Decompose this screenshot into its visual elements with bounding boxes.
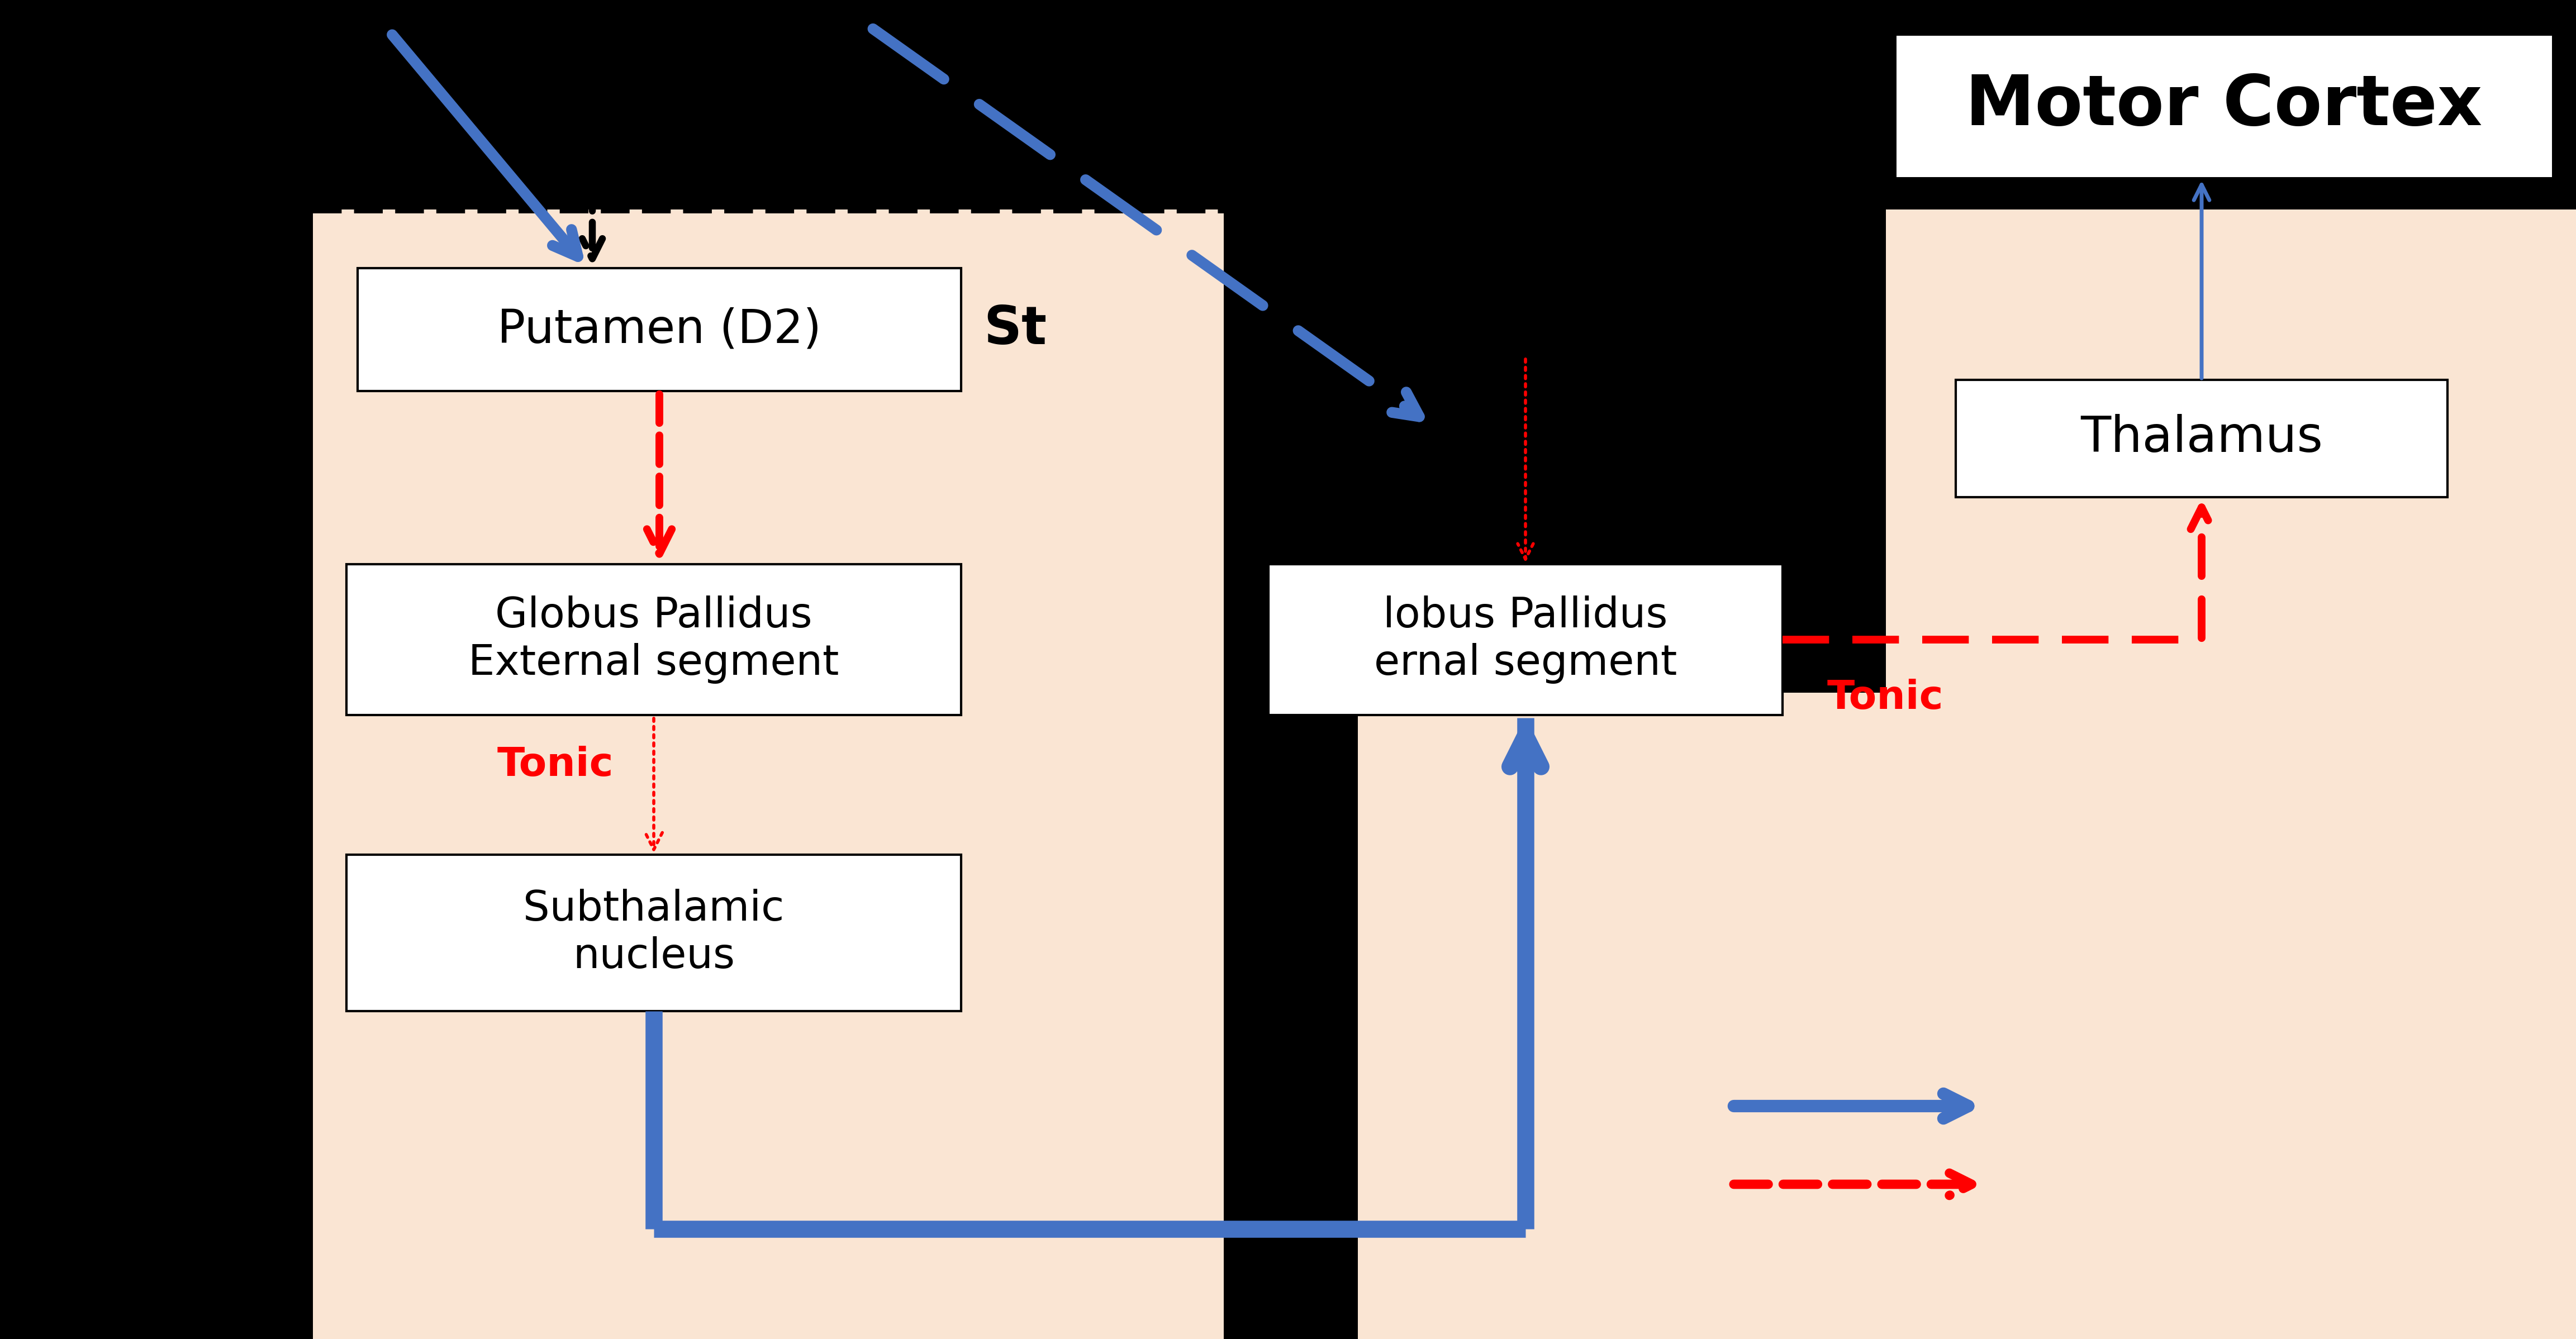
Text: St: St — [984, 304, 1046, 355]
Bar — [1886, 209, 2576, 692]
Text: Putamen (D2): Putamen (D2) — [497, 307, 822, 352]
Bar — [1893, 33, 2553, 179]
Text: lobus Pallidus
ernal segment: lobus Pallidus ernal segment — [1373, 596, 1677, 684]
Bar — [1886, 209, 2576, 1339]
Text: Subthalamic
nucleus: Subthalamic nucleus — [523, 889, 783, 977]
Bar — [358, 268, 961, 391]
Bar — [345, 564, 961, 715]
Text: Tonic: Tonic — [497, 746, 613, 785]
Text: Tonic: Tonic — [1826, 679, 1945, 718]
Bar — [1955, 380, 2447, 497]
Bar — [1358, 692, 2576, 1339]
Text: Globus Pallidus
External segment: Globus Pallidus External segment — [469, 596, 840, 684]
Text: Thalamus: Thalamus — [2081, 414, 2324, 463]
Bar — [1267, 564, 1783, 715]
Text: Motor Cortex: Motor Cortex — [1965, 72, 2483, 141]
Bar — [312, 209, 1224, 1339]
Bar — [345, 854, 961, 1011]
